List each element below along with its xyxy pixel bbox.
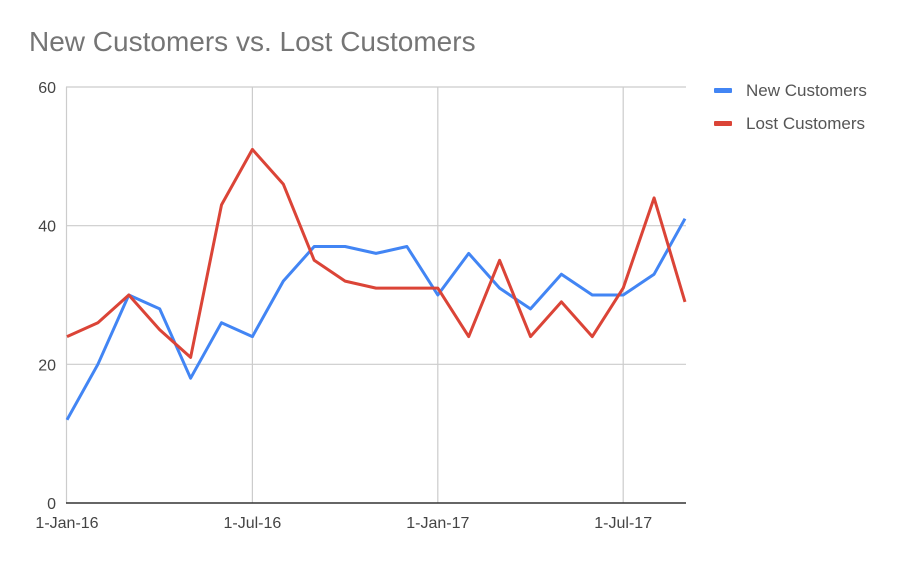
legend-label: New Customers bbox=[746, 80, 867, 100]
x-axis-ticks: 1-Jan-16 1-Jul-16 1-Jan-17 1-Jul-17 bbox=[35, 515, 652, 532]
legend-swatch-lost bbox=[714, 121, 732, 126]
y-tick-label: 60 bbox=[38, 80, 56, 97]
lost-customers-line[interactable] bbox=[66, 147, 687, 359]
legend-item-new-customers[interactable]: New Customers bbox=[714, 74, 867, 107]
legend: New Customers Lost Customers bbox=[714, 74, 867, 140]
y-axis-ticks: 0 20 40 60 bbox=[38, 80, 56, 513]
new-customers-line[interactable] bbox=[65, 217, 687, 421]
x-tick-label: 1-Jan-16 bbox=[35, 515, 98, 532]
series-lines bbox=[65, 147, 687, 421]
y-tick-label: 40 bbox=[38, 219, 56, 236]
legend-label: Lost Customers bbox=[746, 113, 866, 133]
x-tick-label: 1-Jul-16 bbox=[223, 515, 281, 532]
x-tick-label: 1-Jul-17 bbox=[594, 515, 652, 532]
y-tick-label: 20 bbox=[38, 357, 56, 374]
y-tick-label: 0 bbox=[47, 496, 56, 513]
legend-item-lost-customers[interactable]: Lost Customers bbox=[714, 107, 867, 140]
chart-title: New Customers vs. Lost Customers bbox=[29, 26, 476, 57]
legend-swatch-new bbox=[714, 88, 732, 93]
x-tick-label: 1-Jan-17 bbox=[406, 515, 469, 532]
